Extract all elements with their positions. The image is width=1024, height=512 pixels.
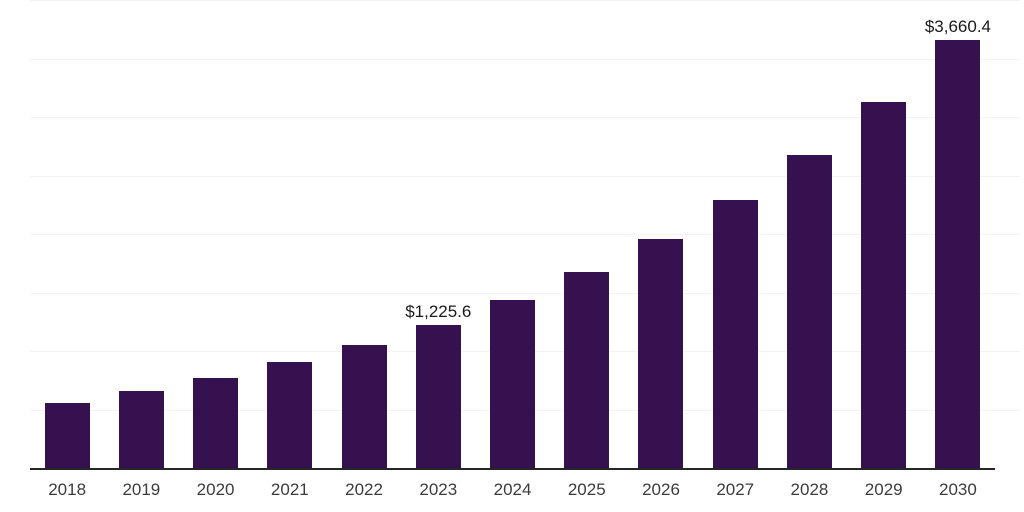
bar-2026 bbox=[638, 238, 684, 468]
x-tick-label-2025: 2025 bbox=[567, 480, 606, 499]
bar-2018 bbox=[44, 403, 90, 468]
bar-value-label-2023: $1,225.6 bbox=[405, 301, 472, 321]
x-tick-label-2018: 2018 bbox=[48, 480, 87, 499]
bar-2029 bbox=[861, 101, 907, 468]
bar-slot-2019 bbox=[104, 0, 178, 468]
x-tick-label-2023: 2023 bbox=[419, 480, 458, 499]
bar-slot-2020 bbox=[178, 0, 252, 468]
bar-2022 bbox=[341, 344, 387, 468]
bar-2019 bbox=[118, 391, 164, 468]
bar-slot-2018 bbox=[30, 0, 104, 468]
bar-2020 bbox=[193, 378, 239, 468]
x-tick-label-2024: 2024 bbox=[493, 480, 532, 499]
plot-area: $1,225.6 $3,660.4 bbox=[30, 0, 1020, 470]
bar-slot-2024 bbox=[475, 0, 549, 468]
x-axis-labels: 2018 2019 2020 2021 2022 2023 2024 2025 2026 2027… bbox=[30, 480, 995, 500]
bar-2028 bbox=[786, 154, 832, 468]
bar-slot-2021 bbox=[253, 0, 327, 468]
bar-slot-2029 bbox=[847, 0, 921, 468]
bar-slot-2028 bbox=[772, 0, 846, 468]
bar-slot-2023: $1,225.6 bbox=[401, 0, 475, 468]
x-tick-label-2027: 2027 bbox=[716, 480, 755, 499]
bar-slot-2026 bbox=[624, 0, 698, 468]
bar-2030 bbox=[935, 39, 981, 468]
x-tick-label-2028: 2028 bbox=[790, 480, 829, 499]
x-tick-label-2030: 2030 bbox=[939, 480, 977, 499]
bar-slot-2030: $3,660.4 bbox=[921, 0, 995, 468]
bar-2025 bbox=[564, 271, 610, 468]
bar-value-label-2030: $3,660.4 bbox=[924, 16, 992, 36]
x-tick-label-2026: 2026 bbox=[642, 480, 680, 499]
bar-2023 bbox=[415, 324, 461, 468]
bar-2027 bbox=[712, 199, 758, 468]
bar-2024 bbox=[490, 300, 536, 468]
x-tick-label-2029: 2029 bbox=[864, 480, 903, 499]
bar-2021 bbox=[267, 362, 313, 468]
bar-slot-2025 bbox=[550, 0, 624, 468]
x-tick-label-2021: 2021 bbox=[270, 480, 309, 499]
x-tick-label-2022: 2022 bbox=[345, 480, 383, 499]
bar-slot-2022 bbox=[327, 0, 401, 468]
bar-slot-2027 bbox=[698, 0, 772, 468]
x-tick-label-2019: 2019 bbox=[122, 480, 161, 499]
x-tick-label-2020: 2020 bbox=[196, 480, 235, 499]
bars: $1,225.6 $3,660.4 bbox=[30, 0, 995, 468]
